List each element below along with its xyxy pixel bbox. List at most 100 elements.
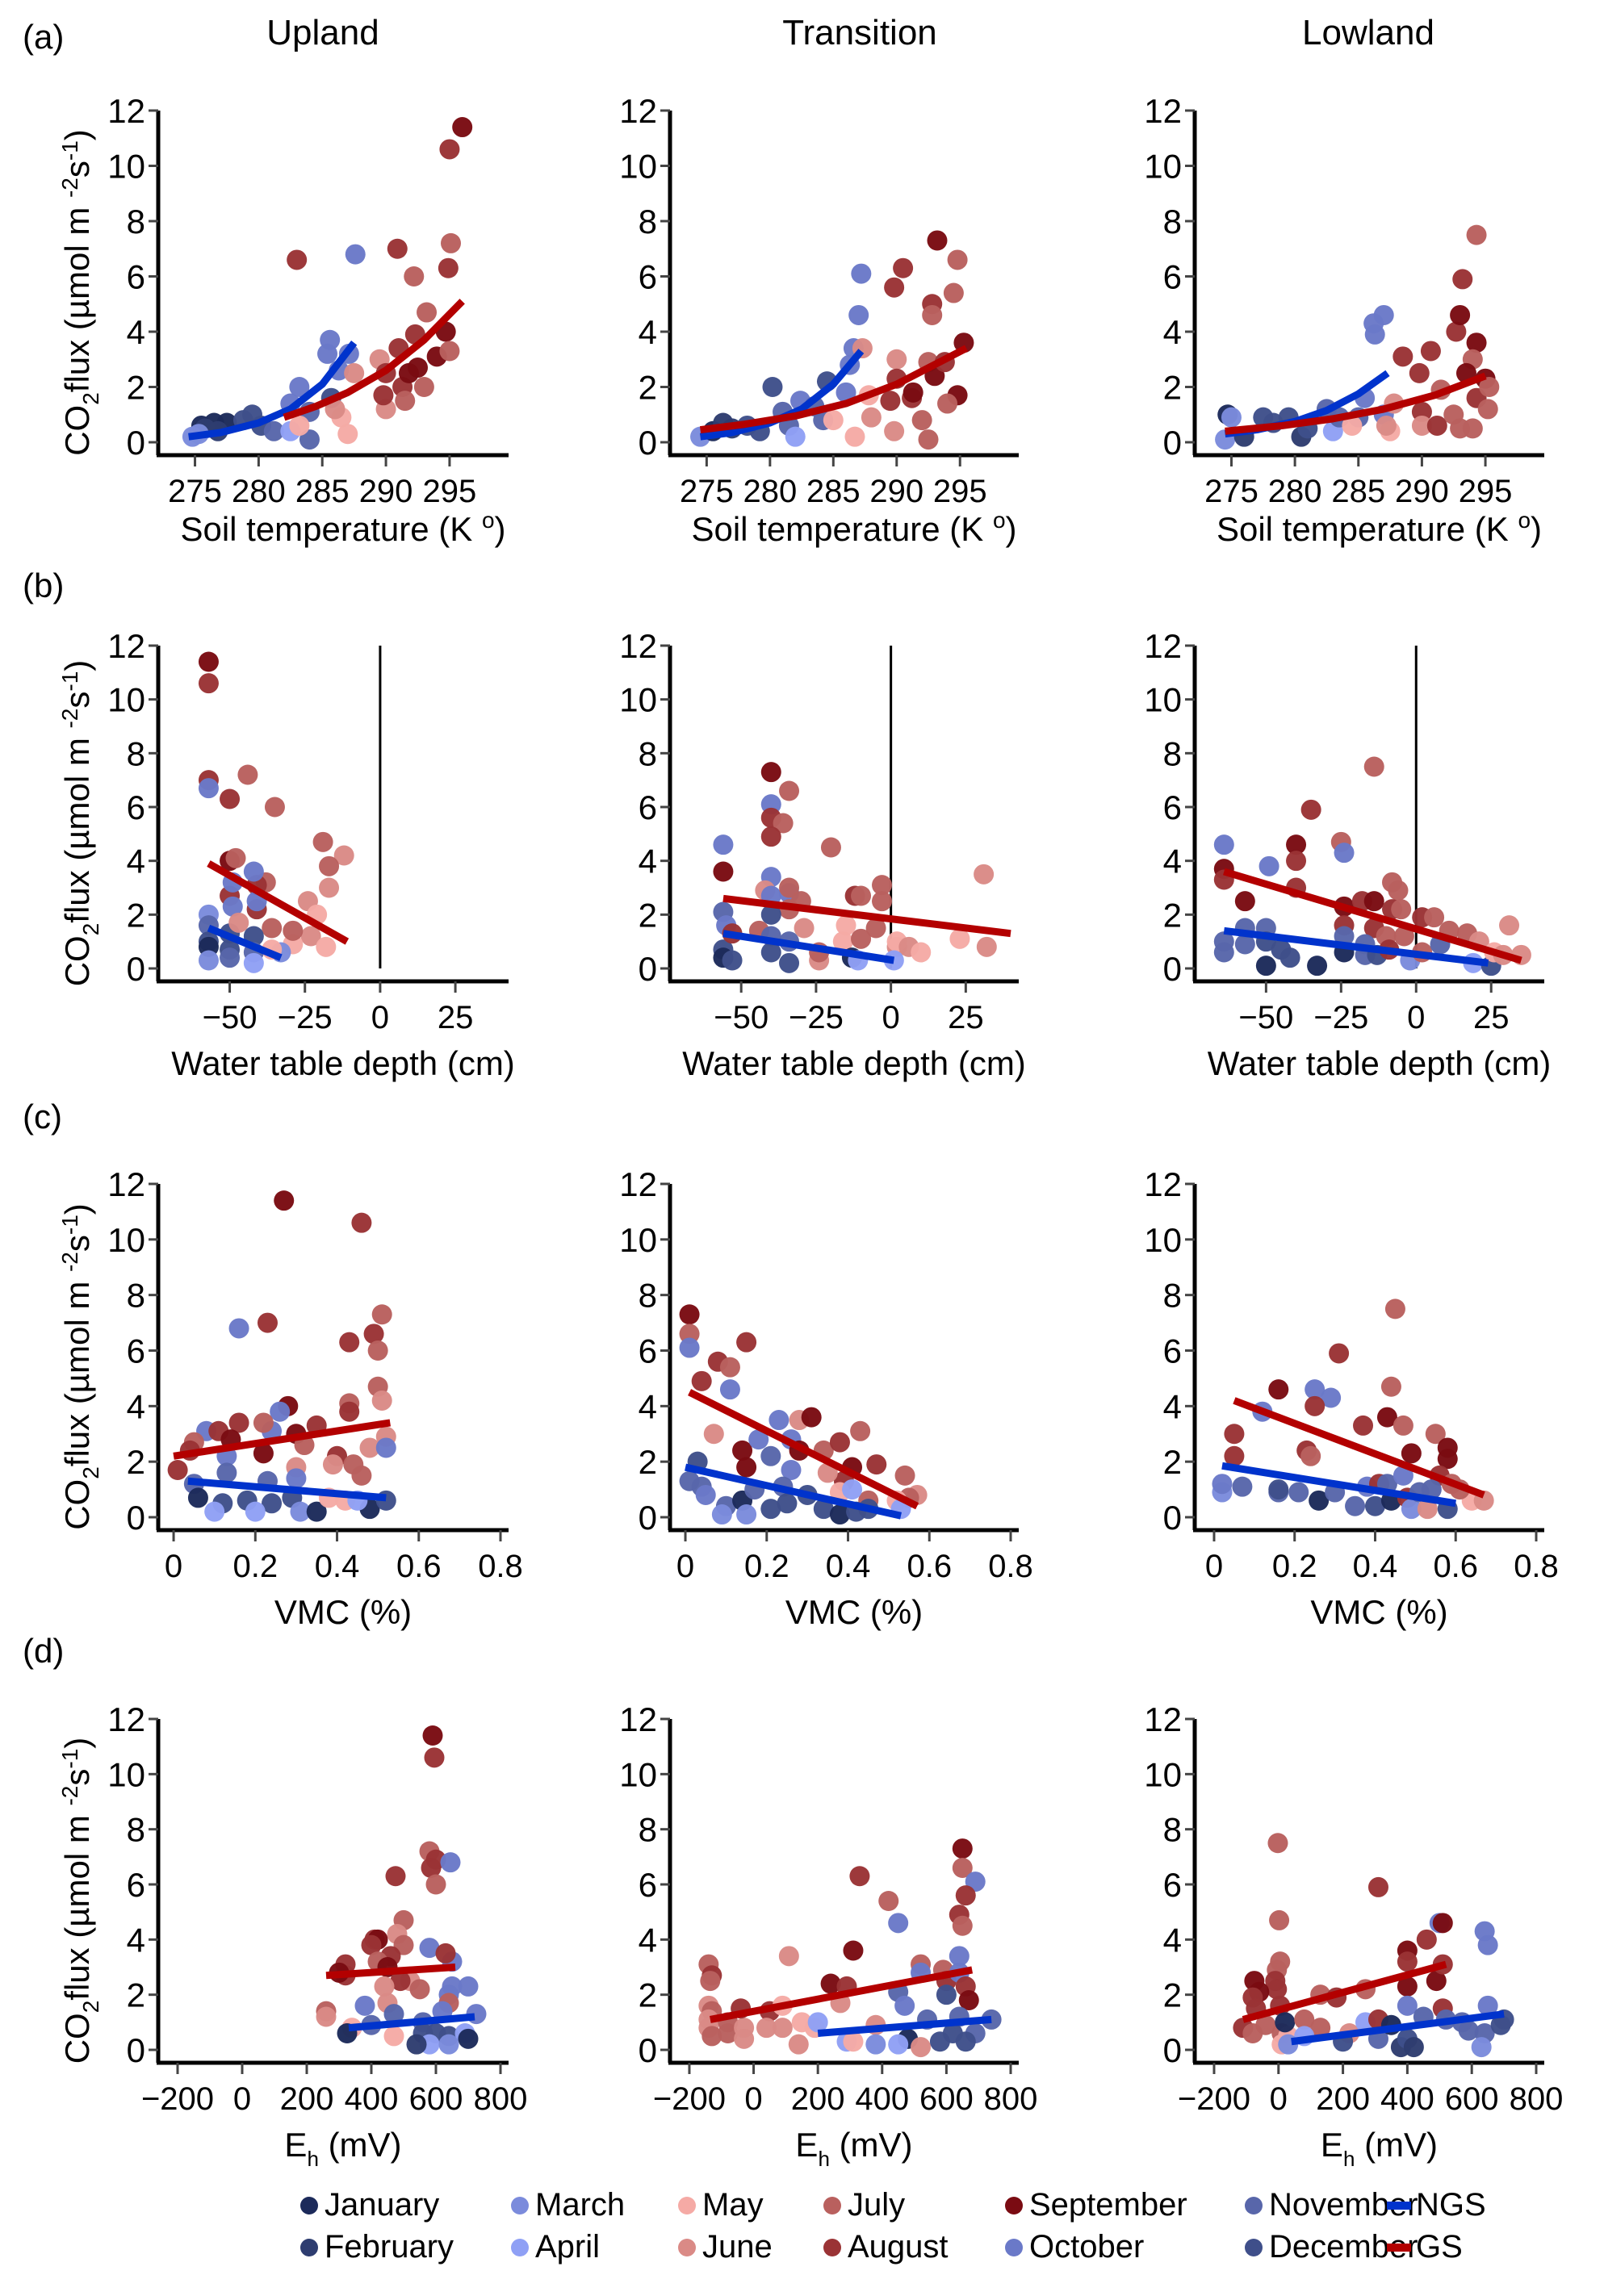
data-point-september	[1401, 1443, 1422, 1464]
data-point-july	[1267, 1833, 1288, 1854]
y-tick-label: 6	[127, 1332, 145, 1370]
data-point-september	[760, 762, 781, 783]
fit-line-ngs	[207, 924, 283, 961]
data-point-july	[701, 2026, 722, 2047]
x-tick-label: 0	[676, 1549, 694, 1584]
data-point-august	[390, 1971, 411, 1992]
legend-label: July	[848, 2187, 906, 2223]
data-point-july	[947, 249, 968, 270]
y-tick-label: 2	[1163, 1976, 1182, 2014]
x-tick-label: 25	[438, 1000, 474, 1035]
data-point-august	[421, 1858, 442, 1878]
data-point-july	[425, 1874, 446, 1895]
y-axis-label: CO2flux (µmol m -2s-1)	[57, 129, 103, 456]
y-tick-label: 2	[127, 369, 145, 407]
y-tick-label: 8	[1163, 734, 1182, 772]
data-point-august	[691, 1370, 712, 1391]
data-point-november	[1234, 934, 1255, 955]
data-point-august	[351, 1212, 372, 1233]
data-point-june	[333, 845, 354, 866]
data-point-july	[1477, 399, 1498, 420]
y-tick-label: 10	[619, 1755, 657, 1793]
data-point-october	[894, 1995, 915, 2016]
y-tick-label: 4	[639, 843, 657, 880]
data-point-july	[1255, 2014, 1276, 2035]
data-point-august	[829, 1432, 850, 1453]
y-tick-label: 8	[639, 203, 657, 240]
data-point-october	[1334, 843, 1355, 864]
y-tick-label: 6	[1163, 258, 1182, 296]
data-point-december	[762, 377, 783, 397]
x-tick-label: −25	[1313, 1000, 1368, 1035]
y-tick-label: 4	[127, 1387, 145, 1425]
data-point-september	[1376, 1407, 1397, 1428]
data-point-january	[1309, 1490, 1330, 1511]
data-point-september	[953, 332, 974, 353]
data-point-january	[187, 1487, 208, 1508]
x-axis-label: VMC (%)	[785, 1593, 923, 1631]
data-point-september	[820, 1973, 841, 1994]
fit-line-gs	[699, 345, 969, 434]
legend-item-november: November	[1245, 2187, 1418, 2223]
data-point-august	[955, 1885, 976, 1906]
data-point-july	[1294, 2009, 1315, 2030]
data-point-december	[722, 950, 743, 971]
x-tick-label: −50	[1238, 1000, 1293, 1035]
data-point-july	[319, 855, 340, 876]
data-point-august	[257, 1312, 278, 1333]
data-point-june	[974, 864, 995, 885]
x-tick-label: 275	[1204, 474, 1258, 509]
data-point-september	[1437, 1449, 1458, 1470]
data-point-january	[1307, 956, 1328, 977]
data-point-september	[452, 117, 473, 138]
data-point-may	[832, 931, 853, 952]
x-tick-label: −25	[278, 1000, 333, 1035]
data-point-july	[943, 282, 964, 303]
data-point-may	[1342, 415, 1363, 436]
x-tick-label: 0.2	[1272, 1549, 1317, 1584]
data-point-august	[198, 673, 219, 694]
data-point-july	[872, 891, 893, 912]
data-point-december	[936, 1984, 957, 2005]
data-point-august	[1452, 269, 1473, 290]
data-point-june	[703, 1424, 724, 1445]
y-tick-label: 4	[639, 1387, 657, 1425]
y-tick-label: 4	[127, 1921, 145, 1959]
data-point-july	[1424, 907, 1445, 928]
data-point-may	[844, 426, 865, 447]
data-point-june	[359, 1437, 380, 1458]
data-point-july	[1479, 377, 1500, 397]
legend-marker-icon	[1005, 2238, 1023, 2256]
data-point-march	[290, 1501, 311, 1522]
data-point-september	[1432, 1913, 1453, 1934]
y-tick-label: 0	[639, 2031, 657, 2069]
data-point-july	[1462, 418, 1483, 439]
data-point-april	[842, 1479, 863, 1500]
x-axis-label: VMC (%)	[274, 1593, 412, 1631]
data-point-october	[270, 1401, 291, 1422]
y-tick-label: 6	[639, 258, 657, 296]
data-point-august	[1305, 1395, 1325, 1416]
x-tick-label: 0	[1205, 1549, 1223, 1584]
x-tick-label: 280	[232, 474, 286, 509]
data-point-january	[1275, 2012, 1296, 2033]
data-point-august	[363, 1324, 384, 1345]
y-tick-label: 2	[639, 896, 657, 934]
x-tick-label: 295	[423, 474, 477, 509]
y-tick-label: 2	[127, 1443, 145, 1481]
data-point-october	[851, 263, 872, 284]
data-point-july	[952, 1858, 973, 1878]
data-point-march	[1401, 1499, 1422, 1520]
legend-item-may: May	[678, 2187, 764, 2223]
legend-line-icon	[1387, 2201, 1411, 2210]
y-tick-label: 10	[107, 1221, 145, 1259]
x-tick-label: −25	[789, 1000, 844, 1035]
x-tick-label: −200	[141, 2081, 214, 2117]
data-point-january	[306, 1501, 327, 1522]
data-point-august	[893, 257, 914, 278]
data-point-december	[1364, 1495, 1385, 1516]
data-point-december	[760, 942, 781, 963]
x-tick-label: 0.4	[1353, 1549, 1398, 1584]
data-point-july	[872, 875, 893, 896]
data-point-july	[371, 1304, 392, 1325]
